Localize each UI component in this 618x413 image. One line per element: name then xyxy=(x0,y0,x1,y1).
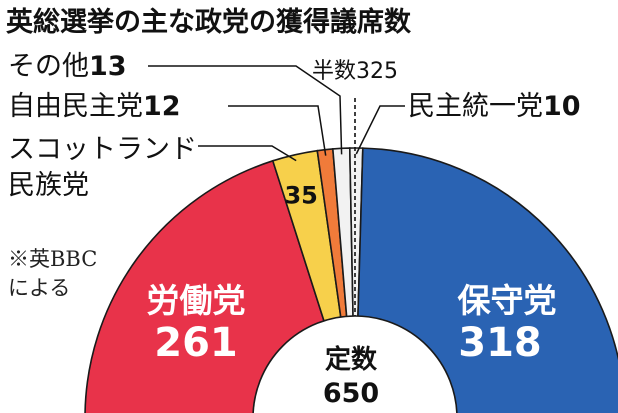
snp-label-line-1: スコットランド xyxy=(8,134,197,165)
libdem-value: 12 xyxy=(143,91,181,122)
conservative-seats: 318 xyxy=(458,320,542,366)
majority-label: 半数325 xyxy=(312,59,398,84)
chart-title: 英総選挙の主な政党の獲得議席数 xyxy=(6,6,412,38)
leader-line-4 xyxy=(148,65,343,155)
others-name: その他 xyxy=(8,51,89,82)
others-value: 13 xyxy=(89,51,127,82)
total-seats-label: 定数 xyxy=(325,344,378,375)
snp-label-line-2: 民族党 xyxy=(8,170,89,201)
dup-label: 民主統一党10 xyxy=(408,91,581,122)
others-label: その他13 xyxy=(8,51,127,82)
libdem-label: 自由民主党12 xyxy=(8,91,181,122)
conservative-name: 保守党 xyxy=(458,281,557,320)
leader-lines xyxy=(148,65,405,162)
center-hole xyxy=(252,315,458,413)
labour-seats: 261 xyxy=(154,320,238,366)
leader-line-2 xyxy=(198,145,297,162)
source-note-line-2: による xyxy=(8,276,70,300)
source-note-line-1: ※英BBC xyxy=(8,247,97,271)
libdem-name: 自由民主党 xyxy=(8,91,143,122)
leader-line-3 xyxy=(228,105,327,156)
labour-name: 労働党 xyxy=(147,281,246,320)
dup-value: 10 xyxy=(543,91,581,122)
dup-name: 民主統一党 xyxy=(408,91,543,122)
snp-seats: 35 xyxy=(284,182,317,210)
total-seats-value: 650 xyxy=(323,378,379,409)
leader-line-5 xyxy=(355,105,405,155)
